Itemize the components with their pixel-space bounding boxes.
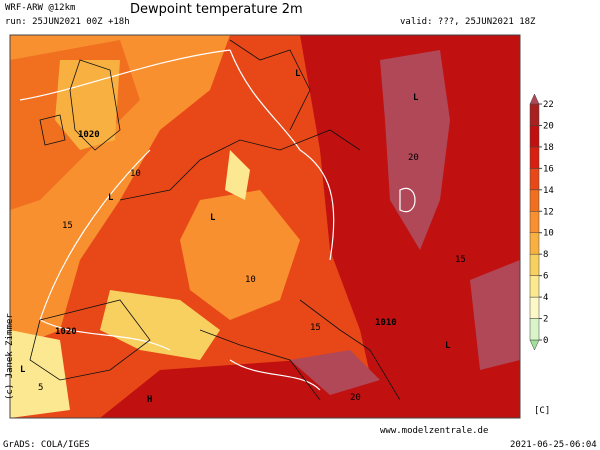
land-field	[225, 150, 250, 200]
map-label: 15	[62, 221, 73, 231]
coastline	[29, 299, 151, 381]
colorbar-segment	[529, 125, 540, 148]
colorbar-tick-label: 22	[543, 100, 554, 110]
valid-time: valid: ???, 25JUN2021 18Z	[400, 17, 536, 27]
colorbar-tick-label: 4	[543, 293, 548, 303]
contour-line	[229, 49, 335, 261]
coastlines	[29, 39, 401, 401]
timestamp: 2021-06-25-06:04	[510, 440, 597, 450]
contour-line	[39, 149, 171, 351]
colorbar-segment	[529, 253, 540, 276]
colorbar-segment	[529, 103, 540, 126]
map-label: L	[210, 213, 216, 223]
land-field	[470, 260, 520, 370]
colorbar-segment	[529, 318, 540, 341]
land-field	[55, 60, 120, 150]
coastline	[229, 39, 311, 131]
coastline	[119, 129, 361, 201]
map-label: 5	[38, 383, 43, 393]
credit: (c) Janek Zimmer	[5, 313, 15, 400]
map-label: 10	[245, 275, 256, 285]
contour-line	[399, 187, 416, 213]
map-label: H	[147, 395, 152, 405]
map	[10, 35, 520, 418]
colorbar-tick-label: 10	[543, 229, 554, 239]
sea-field	[290, 350, 380, 395]
colorbar-segment	[529, 275, 540, 298]
map-label: 15	[310, 323, 321, 333]
colorbar-tick-label: 8	[543, 250, 548, 260]
colorbar-tick-label: 18	[543, 143, 554, 153]
run-info: run: 25JUN2021 00Z +18h	[5, 17, 130, 27]
unit: [C]	[534, 406, 550, 416]
land-field	[100, 290, 220, 360]
contours	[19, 49, 416, 391]
title: Dewpoint temperature 2m	[130, 2, 303, 17]
colorbar-tick-label: 14	[543, 186, 554, 196]
coastline	[199, 329, 321, 401]
colorbar-segment	[529, 189, 540, 212]
colorbar-segment	[529, 232, 540, 255]
coastline	[39, 114, 66, 146]
map-label: 15	[455, 255, 466, 265]
software: GrADS: COLA/IGES	[3, 440, 90, 450]
contour-line	[19, 49, 231, 101]
map-label: L	[20, 365, 26, 375]
coastline	[69, 59, 121, 151]
colorbar-segment	[529, 211, 540, 233]
colorbar-tick-label: 16	[543, 164, 554, 174]
colorbar-segment	[529, 296, 540, 319]
map-label: 1020	[55, 327, 77, 337]
colorbar-tick-label: 12	[543, 207, 554, 217]
map-label: 10	[130, 169, 141, 179]
map-label: 1020	[78, 130, 100, 140]
colorbar-lower-end	[529, 339, 540, 351]
land-field	[380, 50, 450, 250]
map-label: 1010	[375, 318, 397, 328]
contour-line	[229, 359, 321, 391]
map-frame	[9, 34, 521, 419]
colorbar-tick-label: 20	[543, 121, 554, 131]
model: WRF-ARW @12km	[5, 3, 75, 13]
map-label: L	[445, 341, 451, 351]
colorbar-upper-end	[529, 93, 540, 105]
map-label: 20	[408, 153, 419, 163]
map-label: L	[108, 193, 114, 203]
colorbar-segment	[529, 146, 540, 169]
website: www.modelzentrale.de	[380, 426, 488, 436]
colorbar-tick-label: 2	[543, 315, 548, 325]
coastline	[299, 299, 401, 401]
colorbar-segment	[529, 168, 540, 191]
colorbar-tick-label: 6	[543, 272, 548, 282]
map-label: L	[413, 93, 419, 103]
colorbar-tick-label: 0	[543, 336, 548, 346]
land-field	[10, 330, 70, 418]
map-label: L	[295, 69, 301, 79]
land-field	[180, 190, 300, 320]
map-label: 20	[350, 393, 361, 403]
